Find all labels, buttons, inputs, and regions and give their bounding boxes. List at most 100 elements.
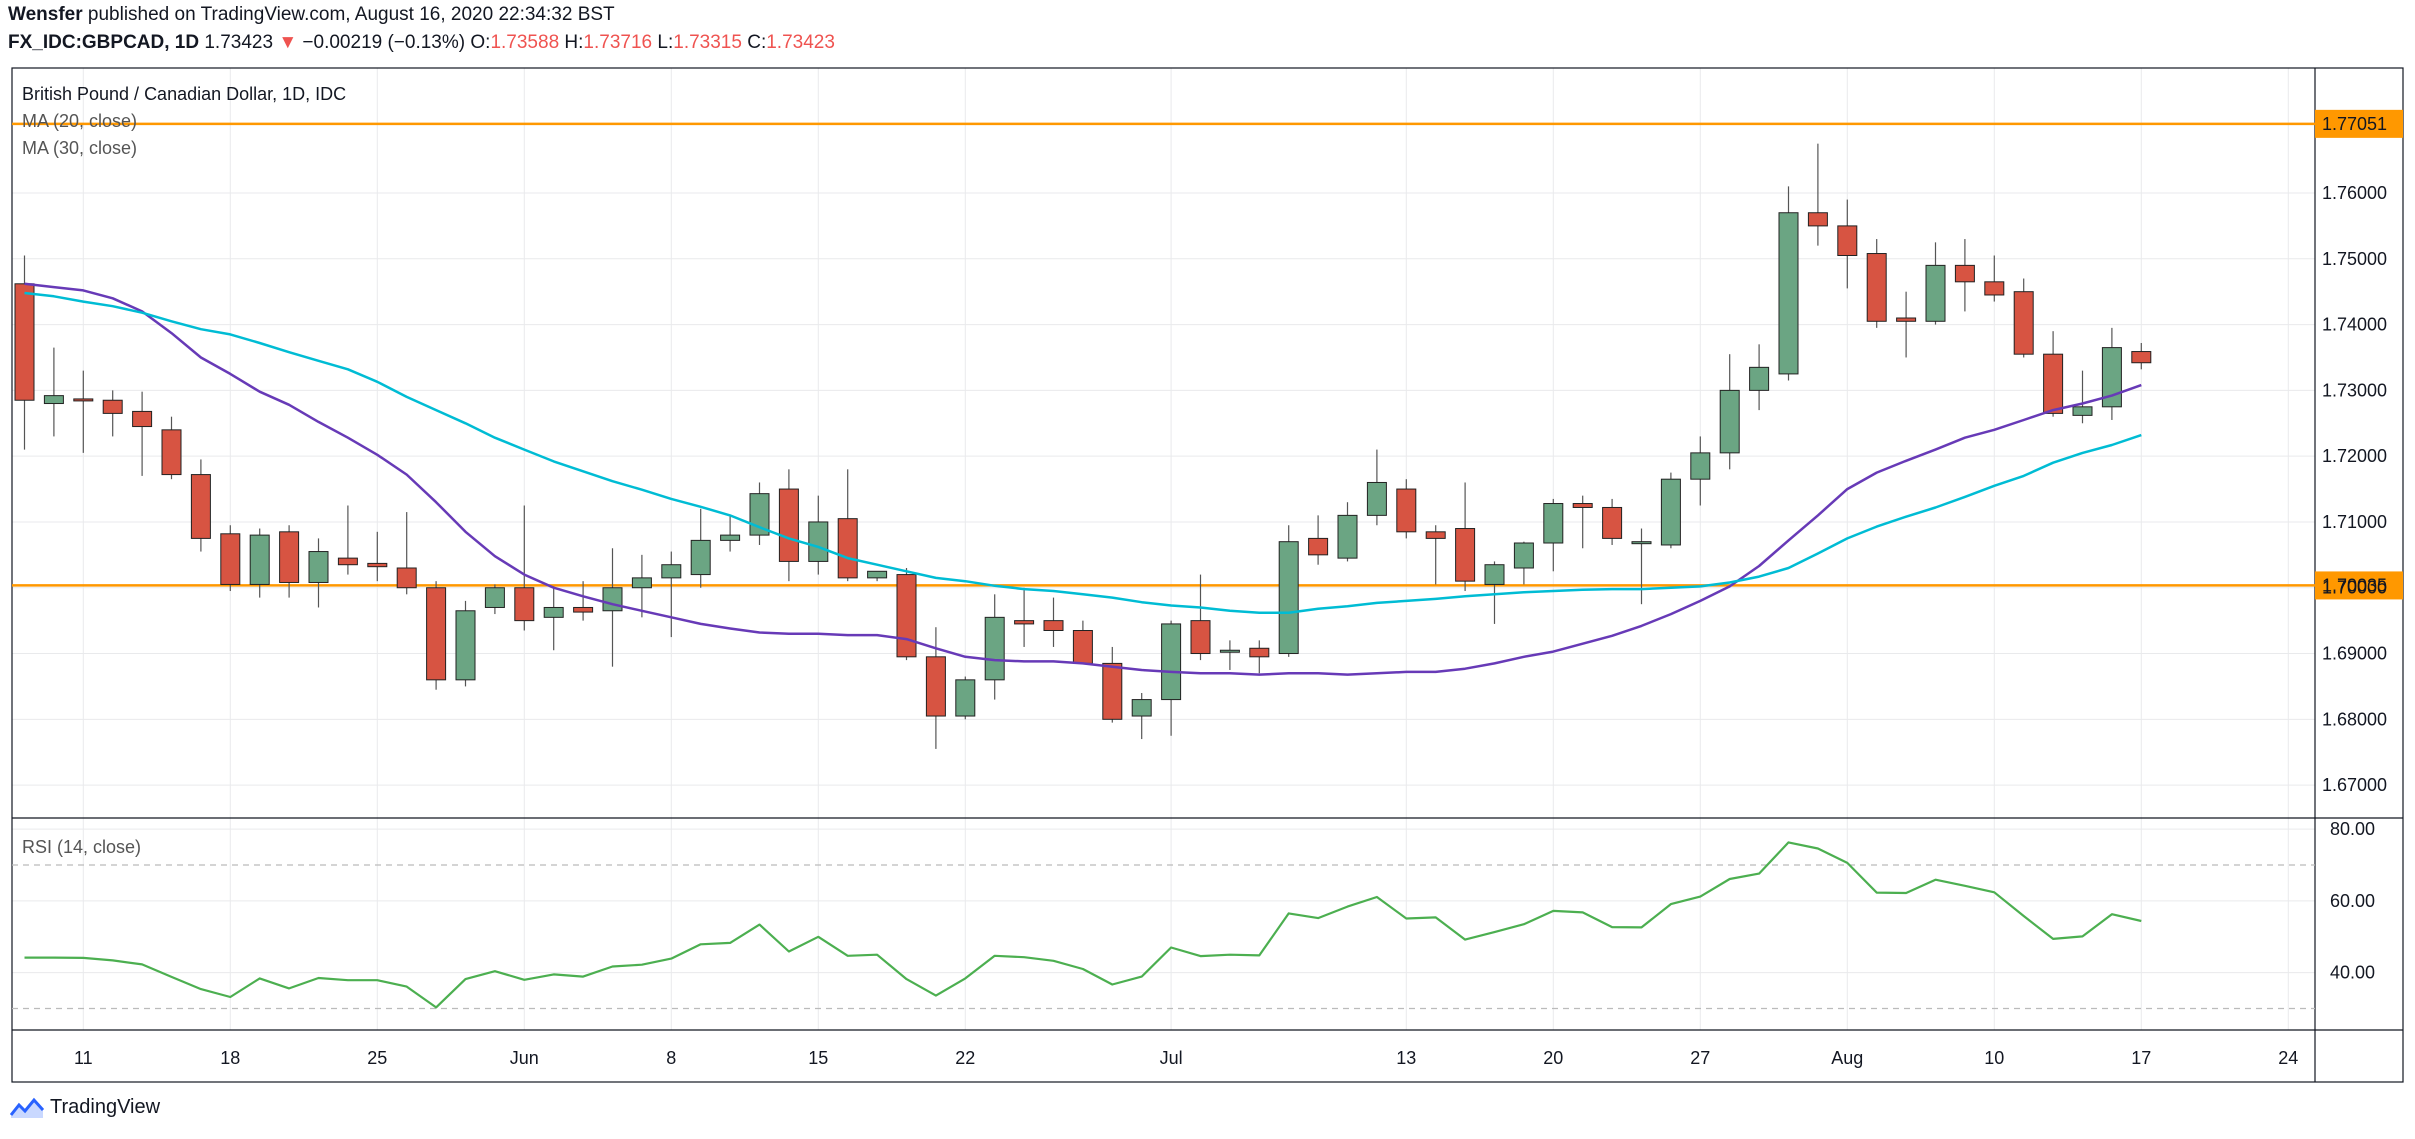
candle[interactable] (1308, 515, 1329, 565)
candle[interactable] (279, 525, 300, 598)
candle[interactable] (1954, 239, 1975, 312)
symbol-label[interactable]: FX_IDC:GBPCAD, 1D (8, 32, 200, 53)
candle[interactable] (1072, 620, 1093, 664)
candle[interactable] (1690, 436, 1711, 506)
rsi-line[interactable] (24, 841, 2142, 1009)
candle[interactable] (573, 581, 594, 621)
candle[interactable] (1572, 495, 1593, 549)
candle[interactable] (749, 482, 770, 545)
candle[interactable] (1219, 640, 1240, 670)
level-label: 1.77051 (2322, 114, 2387, 134)
candle-body (2072, 406, 2093, 416)
candle[interactable] (2131, 343, 2152, 370)
candle[interactable] (73, 370, 94, 453)
candle[interactable] (2101, 327, 2122, 420)
candle[interactable] (1043, 597, 1064, 647)
candle-body (661, 564, 682, 579)
candle[interactable] (1513, 541, 1534, 585)
candle-body (396, 567, 417, 589)
candle[interactable] (2043, 331, 2064, 417)
candle[interactable] (602, 548, 623, 667)
candle[interactable] (1896, 291, 1917, 358)
candle[interactable] (161, 416, 182, 480)
candle-body (1249, 647, 1270, 658)
candle-body (1513, 542, 1534, 569)
candle[interactable] (14, 255, 35, 450)
candle[interactable] (1484, 561, 1505, 624)
candle[interactable] (220, 525, 241, 592)
candle[interactable] (778, 469, 799, 582)
tradingview-footer[interactable]: TradingView (10, 1096, 160, 1119)
candle[interactable] (514, 505, 535, 631)
candles (14, 143, 2152, 749)
candle[interactable] (955, 676, 976, 720)
candle[interactable] (1719, 354, 1740, 470)
legend-ma30[interactable]: MA (30, close) (22, 138, 137, 158)
candle[interactable] (925, 627, 946, 749)
candle[interactable] (837, 469, 858, 582)
candle[interactable] (1337, 502, 1358, 562)
price-tick-label: 1.67000 (2322, 775, 2387, 795)
price-tick-label: 1.70000 (2322, 578, 2387, 598)
low-value: 1.73315 (673, 32, 742, 53)
x-tick-label: 27 (1690, 1048, 1710, 1068)
candle[interactable] (455, 600, 476, 687)
candle[interactable] (1455, 482, 1476, 592)
candle[interactable] (1278, 525, 1299, 657)
candle[interactable] (1396, 479, 1417, 539)
candle[interactable] (1014, 587, 1035, 647)
candle[interactable] (102, 390, 123, 437)
candle[interactable] (1925, 242, 1946, 325)
ma20-line[interactable] (24, 282, 2142, 676)
candle[interactable] (484, 584, 505, 615)
candle[interactable] (1837, 199, 1858, 289)
x-tick-label: 11 (74, 1048, 93, 1068)
legend-ma20[interactable]: MA (20, close) (22, 111, 137, 131)
candle[interactable] (1749, 344, 1770, 411)
candle[interactable] (1866, 239, 1887, 328)
candle[interactable] (1102, 646, 1123, 723)
candle[interactable] (720, 515, 741, 552)
candle[interactable] (631, 554, 652, 618)
candle[interactable] (1366, 449, 1387, 526)
candle-body (602, 587, 623, 612)
candle[interactable] (1161, 620, 1182, 736)
candle[interactable] (367, 531, 388, 582)
candle[interactable] (690, 508, 711, 588)
candle[interactable] (1131, 693, 1152, 740)
candle[interactable] (1249, 640, 1270, 674)
candle[interactable] (1602, 498, 1623, 545)
candle[interactable] (249, 528, 270, 598)
candle[interactable] (2072, 370, 2093, 424)
grid-lines (12, 68, 2315, 1030)
candle[interactable] (190, 459, 211, 552)
candle[interactable] (308, 538, 329, 608)
candle[interactable] (1631, 528, 1652, 605)
candle[interactable] (43, 347, 64, 437)
candle[interactable] (984, 594, 1005, 700)
candle[interactable] (1984, 255, 2005, 302)
candle[interactable] (2013, 278, 2034, 358)
candle[interactable] (543, 587, 564, 651)
candle[interactable] (1660, 472, 1681, 549)
author-name[interactable]: Wensfer (8, 4, 83, 25)
x-tick-label: 24 (2278, 1048, 2298, 1068)
candle-body (925, 656, 946, 717)
candle[interactable] (896, 568, 917, 661)
candle[interactable] (661, 551, 682, 638)
candle[interactable] (1190, 574, 1211, 661)
candle[interactable] (867, 570, 888, 582)
candle[interactable] (1425, 525, 1446, 585)
candle[interactable] (1807, 143, 1828, 246)
legend-rsi[interactable]: RSI (14, close) (22, 837, 141, 857)
candle[interactable] (1543, 498, 1564, 572)
candle[interactable] (337, 505, 358, 575)
candle[interactable] (396, 512, 417, 595)
candle[interactable] (1778, 186, 1799, 381)
x-tick-label: 25 (367, 1048, 387, 1068)
candle[interactable] (808, 495, 829, 575)
candle[interactable] (426, 581, 447, 690)
ma30-line[interactable] (24, 291, 2142, 614)
candle[interactable] (132, 391, 153, 476)
